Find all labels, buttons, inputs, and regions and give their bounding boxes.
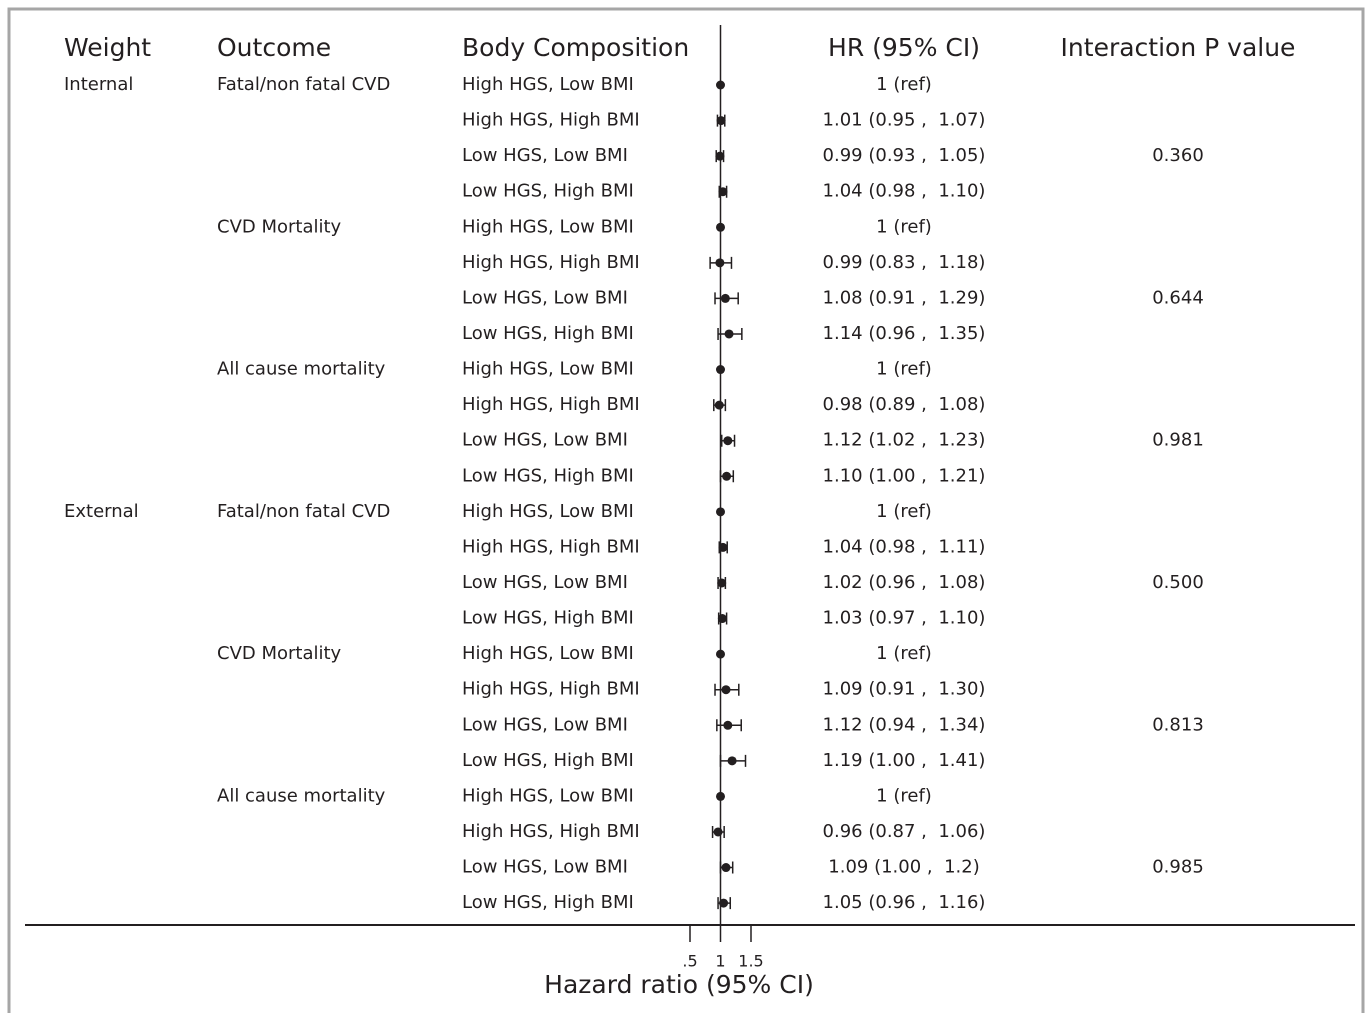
weight-label: External bbox=[64, 501, 139, 522]
value-label: 0.96 (0.87 , 1.06) bbox=[823, 821, 986, 842]
point bbox=[716, 222, 725, 232]
point bbox=[720, 293, 730, 303]
outcome-label: CVD Mortality bbox=[217, 643, 342, 664]
category-label: Low HGS, Low BMI bbox=[462, 287, 628, 308]
point bbox=[724, 329, 734, 339]
value-label: 1 (ref) bbox=[876, 643, 932, 664]
value-label: 1.05 (0.96 , 1.16) bbox=[823, 892, 986, 913]
point bbox=[715, 151, 725, 161]
value-label: 0.98 (0.89 , 1.08) bbox=[823, 394, 986, 415]
category-label: High HGS, High BMI bbox=[462, 679, 640, 700]
category-label: High HGS, Low BMI bbox=[462, 785, 634, 806]
point bbox=[721, 863, 731, 873]
column-header: Body Composition bbox=[462, 33, 689, 62]
category-label: High HGS, Low BMI bbox=[462, 216, 634, 237]
point bbox=[716, 80, 725, 90]
weight-label: Internal bbox=[64, 74, 133, 95]
x-axis-title: Hazard ratio (95% CI) bbox=[544, 970, 814, 999]
outcome-label: Fatal/non fatal CVD bbox=[217, 74, 390, 95]
point bbox=[716, 507, 725, 517]
point bbox=[715, 258, 725, 268]
column-header: Outcome bbox=[217, 33, 331, 62]
category-label: Low HGS, High BMI bbox=[462, 608, 634, 629]
category-label: High HGS, Low BMI bbox=[462, 501, 634, 522]
value-label: 1.04 (0.98 , 1.11) bbox=[823, 536, 986, 557]
point bbox=[719, 898, 729, 908]
value-label: 1.03 (0.97 , 1.10) bbox=[823, 608, 986, 629]
frame bbox=[7, 7, 1365, 1013]
point bbox=[717, 578, 727, 588]
category-label: High HGS, Low BMI bbox=[462, 643, 634, 664]
value-label: 1.09 (0.91 , 1.30) bbox=[823, 679, 986, 700]
p-value: 0.981 bbox=[1152, 430, 1204, 451]
value-label: 1 (ref) bbox=[876, 359, 932, 380]
value-label: 1.19 (1.00 , 1.41) bbox=[823, 750, 986, 771]
category-label: Low HGS, High BMI bbox=[462, 323, 634, 344]
point bbox=[714, 400, 724, 410]
column-header: Weight bbox=[64, 33, 151, 62]
point bbox=[721, 685, 731, 695]
p-value: 0.985 bbox=[1152, 857, 1204, 878]
outcome-label: CVD Mortality bbox=[217, 216, 342, 237]
point bbox=[716, 365, 725, 375]
point bbox=[717, 614, 727, 624]
x-tick-label: .5 bbox=[682, 952, 697, 971]
point bbox=[716, 791, 725, 801]
outcome-label: All cause mortality bbox=[217, 359, 386, 380]
p-value: 0.500 bbox=[1152, 572, 1204, 593]
value-label: 1 (ref) bbox=[876, 216, 932, 237]
category-label: High HGS, High BMI bbox=[462, 536, 640, 557]
category-label: High HGS, Low BMI bbox=[462, 74, 634, 95]
category-label: High HGS, High BMI bbox=[462, 394, 640, 415]
column-header: HR (95% CI) bbox=[828, 33, 980, 62]
x-tick-label: 1.5 bbox=[738, 952, 763, 971]
value-label: 1.14 (0.96 , 1.35) bbox=[823, 323, 986, 344]
value-label: 1.10 (1.00 , 1.21) bbox=[823, 465, 986, 486]
category-label: High HGS, Low BMI bbox=[462, 359, 634, 380]
point bbox=[716, 649, 725, 659]
value-label: 1 (ref) bbox=[876, 501, 932, 522]
point bbox=[718, 542, 728, 552]
point bbox=[722, 471, 732, 481]
category-label: Low HGS, Low BMI bbox=[462, 430, 628, 451]
outcome-label: Fatal/non fatal CVD bbox=[217, 501, 390, 522]
point bbox=[718, 187, 728, 197]
x-tick-label: 1 bbox=[715, 952, 725, 971]
category-label: Low HGS, Low BMI bbox=[462, 714, 628, 735]
value-label: 1.12 (1.02 , 1.23) bbox=[823, 430, 986, 451]
point bbox=[723, 720, 733, 730]
category-label: Low HGS, High BMI bbox=[462, 892, 634, 913]
value-label: 1.04 (0.98 , 1.10) bbox=[823, 181, 986, 202]
category-label: High HGS, High BMI bbox=[462, 252, 640, 273]
value-label: 1 (ref) bbox=[876, 74, 932, 95]
value-label: 1.12 (0.94 , 1.34) bbox=[823, 714, 986, 735]
value-label: 0.99 (0.83 , 1.18) bbox=[823, 252, 986, 273]
point bbox=[727, 756, 737, 766]
category-label: Low HGS, High BMI bbox=[462, 465, 634, 486]
value-label: 0.99 (0.93 , 1.05) bbox=[823, 145, 986, 166]
p-value: 0.360 bbox=[1152, 145, 1204, 166]
value-label: 1.08 (0.91 , 1.29) bbox=[823, 287, 986, 308]
outcome-label: All cause mortality bbox=[217, 785, 386, 806]
category-label: High HGS, High BMI bbox=[462, 110, 640, 131]
value-label: 1 (ref) bbox=[876, 785, 932, 806]
category-label: High HGS, High BMI bbox=[462, 821, 640, 842]
category-label: Low HGS, High BMI bbox=[462, 181, 634, 202]
category-label: Low HGS, High BMI bbox=[462, 750, 634, 771]
value-label: 1.09 (1.00 , 1.2) bbox=[828, 857, 979, 878]
point bbox=[723, 436, 733, 446]
category-label: Low HGS, Low BMI bbox=[462, 857, 628, 878]
point bbox=[713, 827, 723, 837]
p-value: 0.813 bbox=[1152, 714, 1204, 735]
category-label: Low HGS, Low BMI bbox=[462, 145, 628, 166]
point bbox=[716, 116, 726, 126]
p-value: 0.644 bbox=[1152, 287, 1204, 308]
value-label: 1.01 (0.95 , 1.07) bbox=[823, 110, 986, 131]
value-label: 1.02 (0.96 , 1.08) bbox=[823, 572, 986, 593]
category-label: Low HGS, Low BMI bbox=[462, 572, 628, 593]
column-header: Interaction P value bbox=[1061, 33, 1296, 62]
